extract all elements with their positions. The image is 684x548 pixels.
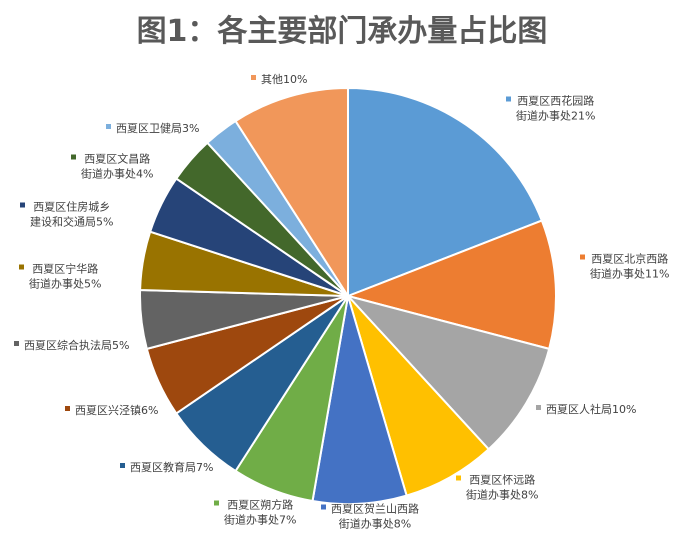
slice-label-text: 其他10% bbox=[261, 73, 307, 86]
legend-key-marker bbox=[536, 405, 541, 410]
slice-label-text: 街道办事处8% bbox=[466, 488, 538, 502]
slice-label-text: 街道办事处7% bbox=[224, 513, 296, 527]
legend-key-marker bbox=[120, 463, 125, 468]
legend-key-marker bbox=[580, 254, 585, 260]
slice-label-text: 街道办事处4% bbox=[81, 167, 153, 181]
slice-label-text: 街道办事处5% bbox=[29, 277, 101, 291]
slice-label-text: 西夏区兴泾镇6% bbox=[75, 403, 158, 417]
slice-label-text: 西夏区教育局7% bbox=[130, 460, 213, 474]
slice-label-text: 街道办事处11% bbox=[590, 267, 669, 281]
slice-label-text: 西夏区宁华路 bbox=[32, 262, 98, 276]
slice-label-text: 西夏区朔方路 bbox=[227, 498, 293, 512]
slice-label: 西夏区兴泾镇6% bbox=[65, 403, 158, 417]
legend-key-marker bbox=[65, 406, 70, 411]
legend-key-marker bbox=[251, 75, 256, 80]
pie-slice bbox=[344, 294, 551, 451]
slice-label: 西夏区卫健局3% bbox=[106, 122, 199, 135]
legend-key-marker bbox=[214, 500, 219, 506]
legend-key-marker bbox=[71, 154, 76, 160]
slice-label: 西夏区综合执法局5% bbox=[14, 338, 129, 352]
slice-label-text: 西夏区人社局10% bbox=[546, 402, 636, 416]
slice-label-text: 街道办事处8% bbox=[339, 517, 411, 531]
slice-label-text: 西夏区北京西路 bbox=[591, 252, 668, 266]
legend-key-marker bbox=[14, 341, 19, 346]
legend-key-marker bbox=[19, 264, 24, 270]
slice-label-text: 西夏区贺兰山西路 bbox=[331, 503, 419, 516]
slice-label: 西夏区教育局7% bbox=[120, 460, 213, 474]
pie-slices bbox=[139, 86, 557, 506]
slice-label-text: 西夏区卫健局3% bbox=[116, 122, 199, 135]
slice-label-text: 西夏区怀远路 bbox=[469, 474, 535, 487]
slice-label: 西夏区人社局10% bbox=[536, 402, 636, 416]
legend-key-marker bbox=[106, 124, 111, 129]
slice-label-text: 西夏区综合执法局5% bbox=[24, 338, 129, 352]
slice-label-text: 西夏区文昌路 bbox=[84, 152, 150, 166]
pie-slice bbox=[347, 86, 544, 298]
slice-label-text: 西夏区西花园路 bbox=[517, 95, 594, 108]
slice-label-text: 建设和交通局5% bbox=[30, 215, 113, 229]
legend-key-marker bbox=[321, 504, 326, 510]
legend-key-marker bbox=[20, 202, 25, 208]
slice-label: 其他10% bbox=[251, 73, 307, 86]
pie-slice bbox=[234, 86, 349, 300]
legend-key-marker bbox=[506, 96, 511, 102]
slice-label-text: 街道办事处21% bbox=[516, 109, 595, 123]
pie-slice bbox=[344, 219, 557, 351]
chart-title: 图1：各主要部门承办量占比图 bbox=[137, 14, 548, 49]
legend-key-marker bbox=[456, 475, 461, 481]
slice-label-text: 西夏区住房城乡 bbox=[33, 200, 110, 214]
